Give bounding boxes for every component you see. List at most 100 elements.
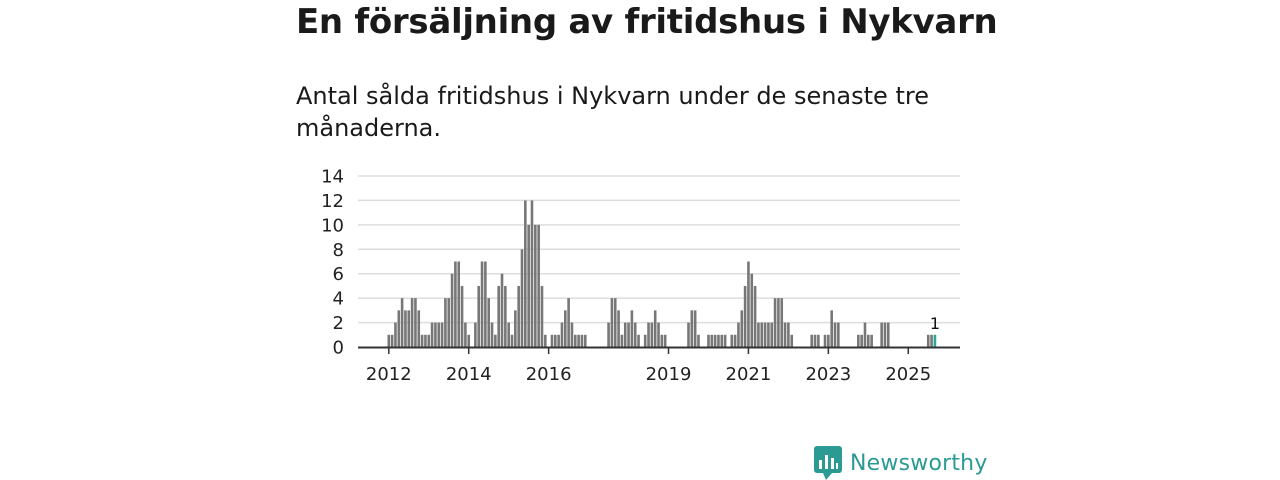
bar bbox=[647, 322, 650, 347]
bar bbox=[757, 322, 760, 347]
bar bbox=[817, 334, 820, 347]
bar bbox=[527, 224, 530, 347]
y-tick-label: 6 bbox=[333, 264, 344, 285]
bar bbox=[450, 273, 454, 347]
bar bbox=[507, 322, 510, 347]
bar bbox=[827, 334, 830, 347]
bar bbox=[763, 322, 767, 347]
bar bbox=[687, 322, 690, 347]
x-tick-label: 2019 bbox=[646, 364, 692, 385]
y-tick-label: 12 bbox=[321, 191, 344, 212]
bar bbox=[447, 298, 451, 347]
bar bbox=[887, 322, 890, 347]
bar bbox=[554, 334, 557, 347]
bar bbox=[783, 322, 787, 347]
bar bbox=[444, 298, 447, 347]
bar bbox=[810, 334, 814, 347]
bar bbox=[607, 322, 610, 347]
y-tick-label: 10 bbox=[321, 215, 344, 236]
bar bbox=[723, 334, 727, 347]
bar bbox=[643, 334, 647, 347]
y-tick-label: 8 bbox=[333, 240, 344, 261]
bar bbox=[457, 261, 461, 347]
bar bbox=[394, 322, 397, 347]
chart-subtitle: Antal sålda fritidshus i Nykvarn under d… bbox=[296, 82, 929, 142]
x-tick-label: 2012 bbox=[366, 364, 412, 385]
bar bbox=[517, 285, 520, 347]
bar bbox=[500, 273, 504, 347]
bar bbox=[560, 322, 564, 347]
bar bbox=[510, 334, 514, 347]
bar bbox=[630, 310, 634, 347]
bar bbox=[480, 261, 484, 347]
bar bbox=[760, 322, 764, 347]
bar bbox=[837, 322, 840, 347]
bar bbox=[397, 310, 401, 347]
bar bbox=[770, 322, 774, 347]
bar bbox=[767, 322, 770, 347]
bar bbox=[454, 261, 457, 347]
bar bbox=[883, 322, 887, 347]
bar bbox=[780, 298, 784, 347]
bar bbox=[490, 322, 494, 347]
bar bbox=[530, 200, 534, 347]
bar bbox=[823, 334, 827, 347]
bar bbox=[860, 334, 863, 347]
bar bbox=[544, 334, 547, 347]
bar bbox=[747, 261, 750, 347]
bar bbox=[650, 322, 654, 347]
x-tick-label: 2016 bbox=[526, 364, 572, 385]
bar bbox=[717, 334, 720, 347]
bar bbox=[563, 310, 567, 347]
bar bbox=[733, 334, 737, 347]
bar bbox=[424, 334, 427, 347]
bar bbox=[880, 322, 883, 347]
y-axis-ticks: 0 2 4 6 8 10 12 14 bbox=[321, 167, 344, 359]
bar bbox=[583, 334, 587, 347]
bar bbox=[777, 298, 780, 347]
bar bbox=[477, 285, 481, 347]
highlighted-bar bbox=[933, 334, 937, 347]
newsworthy-logo: Newsworthy bbox=[814, 446, 988, 480]
y-tick-label: 0 bbox=[333, 338, 344, 359]
bar bbox=[434, 322, 437, 347]
bar bbox=[663, 334, 667, 347]
x-tick-label: 2025 bbox=[885, 364, 931, 385]
bar bbox=[610, 298, 614, 347]
bar bbox=[387, 334, 391, 347]
bar bbox=[427, 334, 431, 347]
bar bbox=[407, 310, 411, 347]
x-tick-label: 2014 bbox=[446, 364, 492, 385]
bar bbox=[390, 334, 394, 347]
bar bbox=[730, 334, 734, 347]
bar bbox=[537, 224, 540, 347]
bar bbox=[497, 285, 500, 347]
bar bbox=[617, 310, 620, 347]
bar bbox=[520, 249, 524, 347]
highlight-value-label: 1 bbox=[930, 314, 940, 333]
bar bbox=[660, 334, 664, 347]
bar bbox=[467, 334, 471, 347]
bar bbox=[573, 334, 577, 347]
bar bbox=[653, 310, 657, 347]
bar bbox=[633, 322, 637, 347]
bar bbox=[720, 334, 724, 347]
bar bbox=[870, 334, 873, 347]
bar bbox=[460, 285, 464, 347]
data-labels: 1 bbox=[930, 314, 940, 333]
bar bbox=[514, 310, 517, 347]
bar bbox=[580, 334, 584, 347]
newsworthy-chart-logo-icon bbox=[814, 446, 842, 480]
bar bbox=[570, 322, 574, 347]
bar bbox=[750, 273, 754, 347]
bar bbox=[613, 298, 617, 347]
x-tick-label: 2021 bbox=[726, 364, 772, 385]
bar bbox=[637, 334, 640, 347]
bar bbox=[484, 261, 487, 347]
bar bbox=[813, 334, 817, 347]
bar bbox=[857, 334, 860, 347]
bar bbox=[524, 200, 527, 347]
bar bbox=[623, 322, 627, 347]
bar bbox=[437, 322, 441, 347]
bar bbox=[690, 310, 694, 347]
